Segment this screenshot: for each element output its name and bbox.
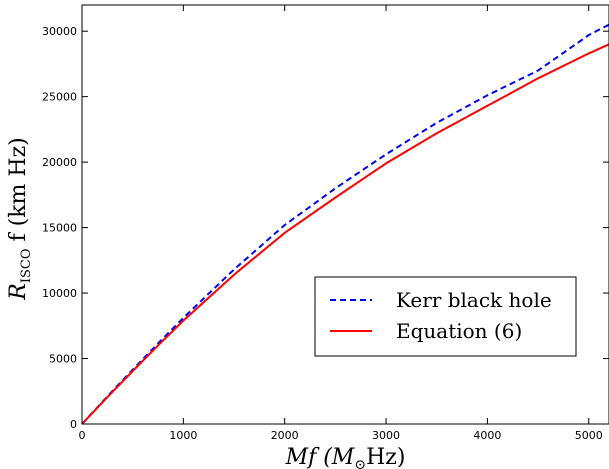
x-tick-label: 2000 xyxy=(271,429,299,442)
x-tick-label: 0 xyxy=(79,429,86,442)
y-tick-label: 20000 xyxy=(42,156,77,169)
legend: Kerr black hole Equation (6) xyxy=(314,276,577,357)
ticks xyxy=(81,5,609,425)
x-axis-title-subscript: ⊙ xyxy=(354,457,366,469)
y-axis-title-main: R xyxy=(6,283,31,301)
y-tick-label: 10000 xyxy=(42,287,77,300)
x-tick-label: 3000 xyxy=(372,429,400,442)
x-tick-label: 4000 xyxy=(473,429,501,442)
series-kerr-black-hole xyxy=(81,23,609,425)
y-tick-label: 5000 xyxy=(49,353,77,366)
y-tick-label: 25000 xyxy=(42,91,77,104)
y-axis-title-subscript: ISCO xyxy=(19,249,34,284)
y-tick-label: 30000 xyxy=(42,25,77,38)
y-tick-label: 15000 xyxy=(42,222,77,235)
y-axis-title: RISCO f (km Hz) xyxy=(6,137,34,301)
x-tick-label: 5000 xyxy=(575,429,603,442)
tick-labels: 0 1000 2000 3000 4000 5000 0 5000 10000 15000 2000… xyxy=(42,25,603,442)
series-layer xyxy=(81,23,609,425)
x-tick-label: 1000 xyxy=(169,429,197,442)
y-tick-label: 0 xyxy=(70,418,77,431)
x-axis-title-main: Mf (M xyxy=(285,445,355,469)
plot-frame xyxy=(81,4,609,425)
series-equation-6 xyxy=(81,43,609,425)
legend-label-kerr: Kerr black hole xyxy=(396,288,552,312)
x-axis-title-tail: Hz) xyxy=(366,445,405,469)
legend-box xyxy=(314,276,577,357)
x-axis-title: Mf (M⊙Hz) xyxy=(285,445,406,469)
legend-label-equation: Equation (6) xyxy=(396,319,522,343)
y-axis-title-tail: f (km Hz) xyxy=(6,137,31,248)
